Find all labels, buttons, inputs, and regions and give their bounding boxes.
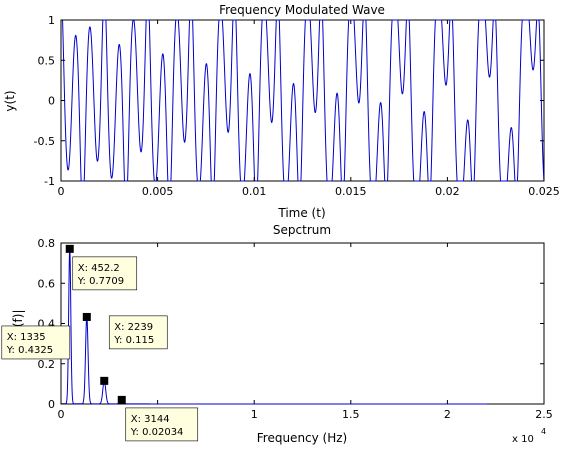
datatip-y-value: Y: 0.4325 — [6, 345, 53, 356]
spectrum-y-tick-label: 0 — [48, 398, 55, 411]
spectrum-peak-marker[interactable] — [100, 376, 109, 385]
spectrum-chart: Sepctrum 00.511.522.5 00.20.40.60.8 Freq… — [1, 223, 553, 445]
datatip[interactable]: X: 3144 Y: 0.02034 — [125, 407, 199, 442]
spectrum-x-tick-label: 2.5 — [535, 408, 553, 421]
datatip[interactable]: X: 452.2 Y: 0.7709 — [72, 256, 138, 291]
spectrum-series-line — [61, 248, 488, 405]
datatip-x-value: X: 2239 — [114, 322, 153, 333]
fm-wave-title: Frequency Modulated Wave — [219, 3, 385, 17]
spectrum-peak-marker[interactable] — [82, 312, 91, 321]
fm-wave-y-tick-label: 0 — [48, 95, 55, 108]
datatip-box — [1, 325, 71, 360]
spectrum-peak-marker[interactable] — [117, 395, 126, 404]
fm-wave-y-ticks: -1 -0.5 0 0.5 1 — [34, 14, 544, 188]
spectrum-title: Sepctrum — [273, 223, 331, 237]
fm-wave-y-label: y(t) — [3, 90, 17, 111]
fm-wave-y-tick-label: -1 — [44, 175, 55, 188]
datatip-box — [125, 407, 199, 442]
datatip-x-value: X: 452.2 — [78, 263, 120, 274]
datatip-x-value: X: 1335 — [7, 332, 46, 343]
datatip[interactable]: X: 1335 Y: 0.4325 — [1, 325, 71, 360]
fm-wave-plot-area — [60, 19, 545, 182]
spectrum-x-tick-label: 0 — [58, 408, 65, 421]
spectrum-y-tick-label: 0.8 — [38, 237, 56, 250]
fm-wave-x-tick-label: 0.025 — [528, 185, 560, 198]
spectrum-x-tick-label: 1 — [251, 408, 258, 421]
spectrum-x-exponent-base: x 10 — [512, 434, 534, 445]
spectrum-x-tick-label: 1.5 — [342, 408, 360, 421]
datatip-y-value: Y: 0.115 — [113, 335, 154, 346]
fm-wave-y-tick-label: 1 — [48, 14, 55, 27]
fm-wave-x-tick-label: 0.02 — [435, 185, 460, 198]
fm-wave-chart: Frequency Modulated Wave 0 0.005 0.01 0.015… — [3, 3, 560, 220]
spectrum-x-tick-label: 2 — [444, 408, 451, 421]
fm-wave-x-tick-label: 0 — [58, 185, 65, 198]
fm-wave-x-tick-label: 0.005 — [142, 185, 174, 198]
fm-wave-x-tick-label: 0.015 — [335, 185, 367, 198]
spectrum-datatips: X: 452.2 Y: 0.7709 X: 1335 Y: 0.4325 X: 2239… — [1, 256, 199, 442]
fm-wave-y-tick-label: -0.5 — [34, 135, 55, 148]
spectrum-peak-marker[interactable] — [65, 244, 74, 253]
fm-wave-series-line — [61, 19, 545, 182]
fm-wave-x-label: Time (t) — [277, 206, 325, 220]
spectrum-y-tick-label: 0.2 — [38, 358, 56, 371]
datatip-y-value: Y: 0.02034 — [130, 427, 184, 438]
spectrum-x-exponent: x 10 4 — [512, 427, 546, 445]
spectrum-x-label: Frequency (Hz) — [257, 431, 348, 445]
spectrum-x-exponent-power: 4 — [541, 427, 546, 436]
spectrum-y-tick-label: 0.6 — [38, 277, 56, 290]
datatip-x-value: X: 3144 — [131, 414, 170, 425]
datatip-box — [108, 315, 168, 350]
datatip-y-value: Y: 0.7709 — [77, 276, 124, 287]
datatip[interactable]: X: 2239 Y: 0.115 — [108, 315, 168, 350]
datatip-box — [72, 256, 138, 291]
fm-wave-x-ticks: 0 0.005 0.01 0.015 0.02 0.025 — [58, 20, 560, 198]
spectrum-peak-markers — [65, 244, 126, 404]
fm-wave-x-tick-label: 0.01 — [242, 185, 267, 198]
fm-wave-y-tick-label: 0.5 — [38, 54, 56, 67]
